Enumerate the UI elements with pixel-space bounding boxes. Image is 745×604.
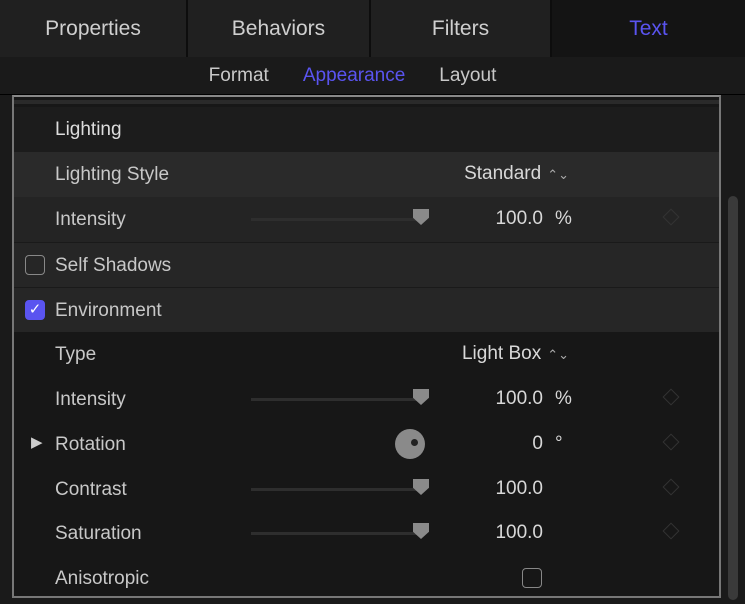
- anisotropic-checkbox[interactable]: [522, 568, 542, 588]
- keyframe-diamond-icon[interactable]: [662, 433, 680, 451]
- keyframe-diamond-icon[interactable]: [662, 522, 680, 540]
- section-title: Lighting: [55, 119, 122, 140]
- tab-text[interactable]: Text: [552, 0, 745, 57]
- keyframe-diamond-icon[interactable]: [662, 208, 680, 226]
- contrast-label: Contrast: [55, 479, 127, 500]
- saturation-value[interactable]: 100.0: [495, 522, 543, 543]
- disclosure-triangle-icon[interactable]: ▶: [31, 434, 43, 451]
- slider-thumb[interactable]: [413, 523, 429, 539]
- tab-filters[interactable]: Filters: [371, 0, 552, 57]
- type-row: Type Light Box ⌃⌄: [14, 332, 719, 377]
- intensity-row: Intensity 100.0 %: [14, 197, 719, 242]
- slider-thumb[interactable]: [413, 389, 429, 405]
- updown-chevron-icon: ⌃⌄: [547, 167, 569, 182]
- tab-properties[interactable]: Properties: [0, 0, 188, 57]
- type-popup[interactable]: Light Box ⌃⌄: [462, 343, 569, 365]
- intensity-value[interactable]: 100.0: [495, 208, 543, 229]
- rotation-dial[interactable]: [395, 429, 425, 459]
- inspector-tabs: Properties Behaviors Filters Text: [0, 0, 745, 57]
- slider-thumb[interactable]: [413, 479, 429, 495]
- env-intensity-unit: %: [555, 388, 572, 409]
- lighting-style-popup[interactable]: Standard ⌃⌄: [464, 163, 569, 185]
- checkmark-icon: ✓: [28, 301, 42, 318]
- saturation-label: Saturation: [55, 523, 142, 544]
- appearance-panel: Lighting Lighting Style Standard ⌃⌄ Inten…: [12, 95, 721, 598]
- self-shadows-checkbox[interactable]: [25, 255, 45, 275]
- env-intensity-row: Intensity 100.0 %: [14, 377, 719, 422]
- contrast-row: Contrast 100.0: [14, 467, 719, 512]
- intensity-unit: %: [555, 208, 572, 229]
- lighting-style-row: Lighting Style Standard ⌃⌄: [14, 152, 719, 197]
- env-intensity-value[interactable]: 100.0: [495, 388, 543, 409]
- lighting-style-label: Lighting Style: [55, 164, 170, 185]
- environment-label: Environment: [55, 300, 162, 321]
- keyframe-diamond-icon[interactable]: [662, 388, 680, 406]
- type-value: Light Box: [461, 343, 542, 364]
- intensity-slider[interactable]: [251, 218, 421, 221]
- updown-chevron-icon: ⌃⌄: [547, 347, 569, 362]
- lighting-section-header[interactable]: Lighting: [14, 107, 719, 152]
- environment-row: ✓ Environment: [14, 287, 719, 332]
- subtabs: Format Appearance Layout: [0, 57, 745, 95]
- lighting-style-value: Standard: [464, 163, 542, 184]
- tab-behaviors[interactable]: Behaviors: [188, 0, 371, 57]
- env-intensity-slider[interactable]: [251, 398, 421, 401]
- rotation-value[interactable]: 0: [532, 433, 543, 454]
- anisotropic-label: Anisotropic: [55, 568, 149, 589]
- env-intensity-label: Intensity: [55, 389, 126, 410]
- intensity-label: Intensity: [55, 209, 126, 230]
- rotation-label: Rotation: [55, 434, 126, 455]
- type-label: Type: [55, 344, 97, 365]
- rotation-row: ▶ Rotation 0 °: [14, 422, 719, 467]
- self-shadows-label: Self Shadows: [55, 255, 172, 276]
- contrast-slider[interactable]: [251, 488, 421, 491]
- subtab-format[interactable]: Format: [208, 64, 269, 86]
- contrast-value[interactable]: 100.0: [495, 478, 543, 499]
- subtab-layout[interactable]: Layout: [439, 64, 497, 86]
- environment-checkbox[interactable]: ✓: [25, 300, 45, 320]
- slider-thumb[interactable]: [413, 209, 429, 225]
- anisotropic-row: Anisotropic: [14, 556, 719, 596]
- saturation-slider[interactable]: [251, 532, 421, 535]
- self-shadows-row: Self Shadows: [14, 242, 719, 287]
- keyframe-diamond-icon[interactable]: [662, 478, 680, 496]
- subtab-appearance[interactable]: Appearance: [302, 64, 406, 86]
- saturation-row: Saturation 100.0: [14, 511, 719, 556]
- scrollbar[interactable]: [728, 196, 738, 600]
- rotation-unit: °: [555, 433, 563, 454]
